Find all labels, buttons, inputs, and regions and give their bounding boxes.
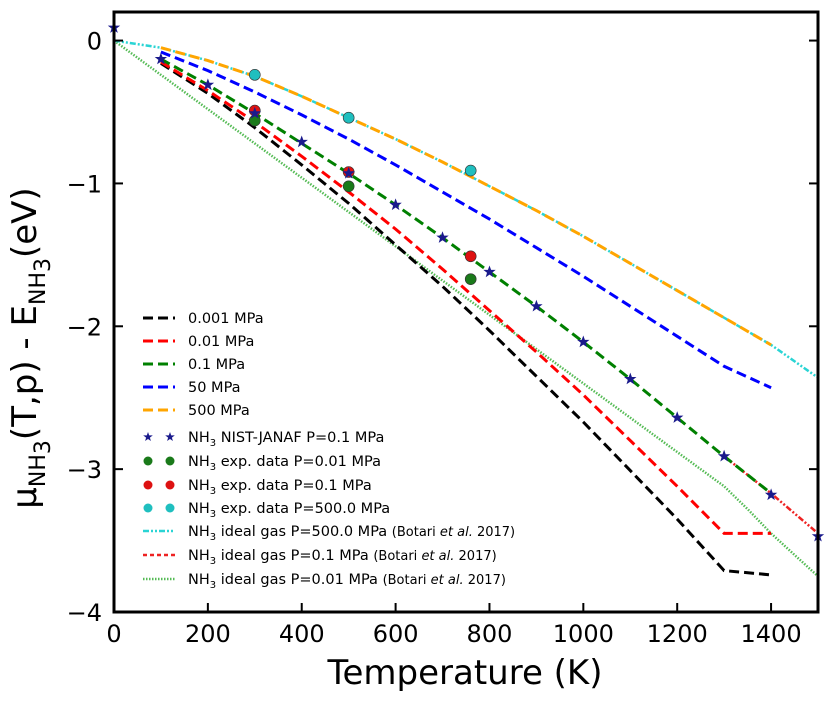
point-exp500: [464, 164, 477, 177]
legend-item-ideal01: NH3 ideal gas P=0.1 MPa (Botari et al. 2…: [143, 548, 497, 567]
point-janaf: [483, 265, 496, 278]
point-exp001: [464, 273, 477, 285]
svg-text:NH3 exp. data P=500.0 MPa: NH3 exp. data P=500.0 MPa: [188, 501, 390, 520]
axis-ticks: 0 200 400 600 800 1000 1200 1400 0 −1 −2 −3 −4: [67, 28, 818, 648]
point-janaf: [671, 411, 684, 423]
legend-item-500: 500 MPa: [143, 403, 250, 419]
legend-item-01: 0.1 MPa: [143, 357, 245, 373]
series-line-p0001: [160, 62, 772, 577]
point-janaf: [717, 449, 731, 462]
svg-text:0.1 MPa: 0.1 MPa: [188, 357, 245, 373]
legend-item-50: 50 MPa: [143, 380, 241, 396]
legend-star-marker: [143, 432, 153, 441]
series-line-p500: [160, 46, 772, 347]
point-janaf: [530, 299, 543, 312]
point-janaf: [295, 135, 308, 148]
legend-item-janaf: NH3 NIST-JANAF P=0.1 MPa: [143, 430, 384, 449]
point-janaf: [201, 78, 215, 91]
x-tick-label: 1200: [647, 620, 708, 648]
x-tick-label: 0: [106, 620, 121, 648]
x-tick-label: 1400: [741, 620, 802, 648]
x-tick-label: 600: [373, 620, 419, 648]
y-tick-label: −3: [67, 456, 102, 484]
point-janaf: [342, 166, 355, 179]
point-exp500: [342, 111, 355, 124]
svg-text:500 MPa: 500 MPa: [188, 403, 250, 419]
legend: 0.001 MPa 0.01 MPa 0.1 MPa 50 MPa 500 MP…: [143, 311, 515, 591]
y-axis-title: μNH3(T,p) - ENH3(eV): [5, 187, 56, 508]
point-janaf: [248, 106, 261, 119]
point-janaf: [764, 488, 778, 501]
x-axis-title: Temperature (K): [326, 653, 602, 693]
series-line-p001: [160, 60, 772, 535]
point-janaf: [436, 231, 449, 243]
svg-text:NH3 exp. data P=0.01 MPa: NH3 exp. data P=0.01 MPa: [188, 454, 381, 473]
svg-text:NH3 ideal gas P=0.01 MPa (Bot: NH3 ideal gas P=0.01 MPa (Botari et al. …: [188, 572, 506, 591]
point-exp500: [249, 69, 261, 81]
point-janaf: [389, 198, 402, 211]
plot-lines: [113, 39, 819, 578]
plot-markers: [107, 21, 825, 542]
svg-text:0.01 MPa: 0.01 MPa: [188, 334, 254, 350]
y-tick-label: 0: [87, 28, 102, 56]
plot-frame: [112, 10, 820, 614]
point-exp001: [249, 114, 261, 127]
point-janaf: [624, 372, 637, 385]
svg-text:NH3 exp. data P=0.1 MPa: NH3 exp. data P=0.1 MPa: [188, 478, 372, 497]
point-janaf: [154, 52, 168, 65]
x-tick-label: 800: [467, 620, 513, 648]
series-line-p50: [160, 50, 772, 390]
svg-text:50 MPa: 50 MPa: [188, 380, 241, 396]
x-tick-label: 200: [185, 620, 231, 648]
point-exp001: [342, 180, 355, 193]
svg-text:NH3 ideal gas P=500.0 MPa (Bo: NH3 ideal gas P=500.0 MPa (Botari et al.…: [188, 524, 515, 543]
legend-star-marker: [165, 432, 175, 441]
y-tick-label: −1: [67, 170, 102, 198]
point-exp01: [464, 250, 477, 263]
x-tick-label: 1000: [553, 620, 614, 648]
legend-item-001: 0.01 MPa: [143, 334, 254, 350]
svg-text:0.001 MPa: 0.001 MPa: [188, 311, 264, 327]
x-tick-label: 400: [279, 620, 325, 648]
legend-item-ideal001: NH3 ideal gas P=0.01 MPa (Botari et al. …: [143, 572, 506, 591]
y-tick-label: −2: [67, 313, 102, 341]
legend-item-0001: 0.001 MPa: [143, 311, 264, 327]
svg-text:NH3 ideal gas P=0.1 MPa (Bota: NH3 ideal gas P=0.1 MPa (Botari et al. 2…: [188, 548, 497, 567]
legend-item-ideal500: NH3 ideal gas P=500.0 MPa (Botari et al.…: [143, 524, 515, 543]
series-line-ideal001: [113, 39, 819, 578]
series-line-ideal500: [113, 39, 819, 379]
legend-item-exp500: NH3 exp. data P=500.0 MPa: [143, 501, 390, 520]
legend-item-exp001: NH3 exp. data P=0.01 MPa: [143, 454, 381, 473]
legend-item-exp01: NH3 exp. data P=0.1 MPa: [143, 478, 372, 497]
svg-text:NH3 NIST-JANAF P=0.1 MPa: NH3 NIST-JANAF P=0.1 MPa: [188, 430, 384, 449]
y-tick-label: −4: [67, 599, 102, 627]
point-janaf: [577, 335, 590, 348]
